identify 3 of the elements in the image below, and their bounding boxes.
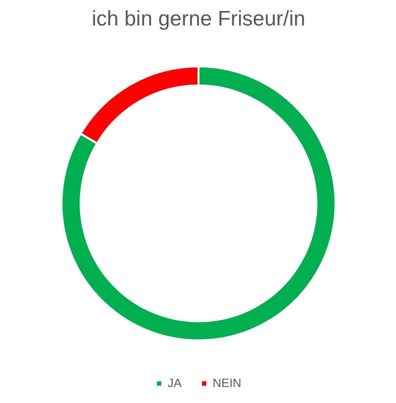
legend-label: NEIN: [212, 376, 242, 390]
chart-title: ich bin gerne Friseur/in: [92, 8, 306, 30]
legend-label: JA: [168, 376, 183, 390]
